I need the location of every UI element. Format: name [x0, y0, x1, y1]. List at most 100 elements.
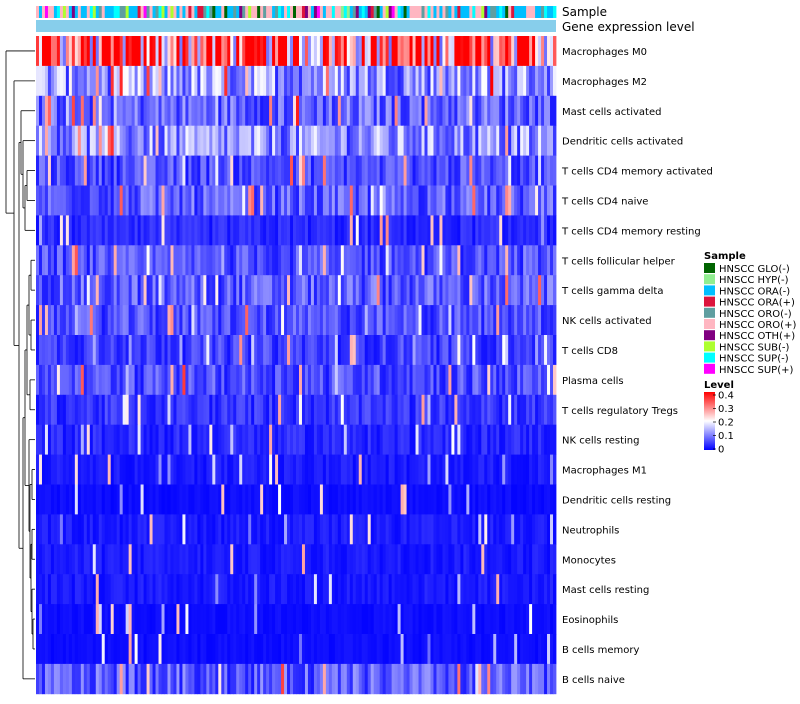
heatmap-cell	[59, 335, 64, 366]
heatmap-cell	[526, 484, 530, 515]
heatmap-cell	[400, 514, 404, 545]
heatmap-cell	[331, 424, 336, 455]
heatmap-cell	[254, 125, 258, 156]
heatmap-cell	[460, 125, 464, 156]
heatmap-cell	[502, 215, 506, 246]
sample-annotation-cell	[131, 6, 136, 18]
heatmap-cell	[325, 155, 330, 186]
heatmap-cell	[523, 245, 527, 276]
heatmap-cell	[418, 245, 422, 276]
heatmap-cell	[182, 275, 186, 306]
heatmap-cell	[56, 125, 61, 156]
heatmap-cell	[62, 335, 67, 366]
heatmap-cell	[328, 424, 333, 455]
heatmap-cell	[316, 394, 321, 426]
heatmap-cell	[146, 394, 150, 426]
heatmap-cell	[490, 484, 494, 515]
heatmap-cell	[388, 634, 393, 665]
heatmap-cell	[442, 454, 446, 485]
heatmap-cell	[550, 514, 554, 545]
sample-annotation-cell	[508, 6, 512, 18]
heatmap-cell	[544, 215, 548, 246]
heatmap-cell	[203, 275, 207, 306]
heatmap-cell	[128, 275, 133, 306]
heatmap-cell	[406, 65, 410, 97]
heatmap-cell	[38, 484, 43, 515]
heatmap-cell	[466, 454, 470, 485]
heatmap-cell	[230, 634, 234, 665]
heatmap-cell	[451, 574, 455, 605]
heatmap-cell	[538, 663, 542, 695]
sample-annotation-cell	[415, 6, 419, 18]
heatmap-cell	[517, 36, 521, 67]
heatmap-cell	[355, 36, 360, 67]
heatmap-cell	[59, 245, 64, 276]
heatmap-cell	[343, 394, 348, 426]
heatmap-cell	[535, 215, 539, 246]
heatmap-cell	[80, 514, 85, 545]
heatmap-cell	[149, 544, 153, 575]
heatmap-cell	[161, 484, 165, 515]
heatmap-cell	[301, 394, 306, 426]
heatmap-cell	[514, 544, 518, 575]
heatmap-cell	[146, 574, 150, 605]
heatmap-cell	[520, 305, 524, 336]
heatmap-cell	[430, 305, 434, 336]
heatmap-cell	[41, 305, 46, 336]
heatmap-cell	[131, 245, 136, 276]
heatmap-cell	[298, 454, 303, 485]
heatmap-cell	[185, 424, 189, 455]
heatmap-cell	[98, 514, 103, 545]
heatmap-cell	[227, 155, 231, 186]
heatmap-cell	[475, 275, 479, 306]
heatmap-cell	[53, 544, 58, 575]
heatmap-cell	[245, 125, 249, 156]
heatmap-cell	[254, 514, 258, 545]
heatmap-cell	[409, 484, 413, 515]
heatmap-cell	[164, 394, 168, 426]
heatmap-cell	[215, 514, 219, 545]
heatmap-cell	[176, 215, 180, 246]
heatmap-cell	[287, 394, 291, 426]
heatmap-cell	[287, 245, 291, 276]
heatmap-cell	[290, 305, 294, 336]
heatmap-cell	[257, 454, 261, 485]
heatmap-cell	[445, 454, 449, 485]
heatmap-cell	[400, 335, 404, 366]
heatmap-cell	[499, 275, 503, 306]
heatmap-cell	[230, 245, 234, 276]
heatmap-cell	[110, 394, 115, 426]
heatmap-cell	[137, 36, 141, 67]
sample-annotation-cell	[215, 6, 219, 18]
heatmap-cell	[448, 215, 452, 246]
heatmap-cell	[218, 125, 222, 156]
heatmap-cell	[463, 424, 467, 455]
heatmap-cell	[487, 484, 491, 515]
heatmap-cell	[290, 574, 294, 605]
heatmap-cell	[161, 454, 165, 485]
heatmap-cell	[517, 275, 521, 306]
legend-sample: Sample HNSCC GLO(-)HNSCC HYP(-)HNSCC ORA…	[704, 251, 796, 376]
heatmap-cell	[508, 604, 512, 635]
heatmap-cell	[92, 125, 97, 156]
heatmap-cell	[149, 305, 153, 336]
heatmap-cell	[454, 364, 458, 396]
heatmap-cell	[242, 36, 246, 67]
heatmap-cell	[257, 155, 261, 186]
heatmap-cell	[77, 305, 82, 336]
heatmap-cell	[89, 484, 94, 515]
heatmap-cell	[140, 634, 144, 665]
heatmap-cell	[119, 604, 124, 635]
heatmap-cell	[203, 245, 207, 276]
heatmap-cell	[176, 364, 180, 396]
heatmap-cell	[508, 215, 512, 246]
heatmap-cell	[445, 634, 449, 665]
heatmap-cell	[481, 394, 485, 426]
sample-annotation-cell	[146, 6, 150, 18]
legend-swatch	[704, 319, 715, 329]
heatmap-cell	[257, 65, 261, 97]
heatmap-cell	[424, 215, 428, 246]
heatmap-cell	[484, 95, 488, 127]
heatmap-cell	[550, 36, 554, 67]
row-label: T cells gamma delta	[561, 286, 663, 297]
